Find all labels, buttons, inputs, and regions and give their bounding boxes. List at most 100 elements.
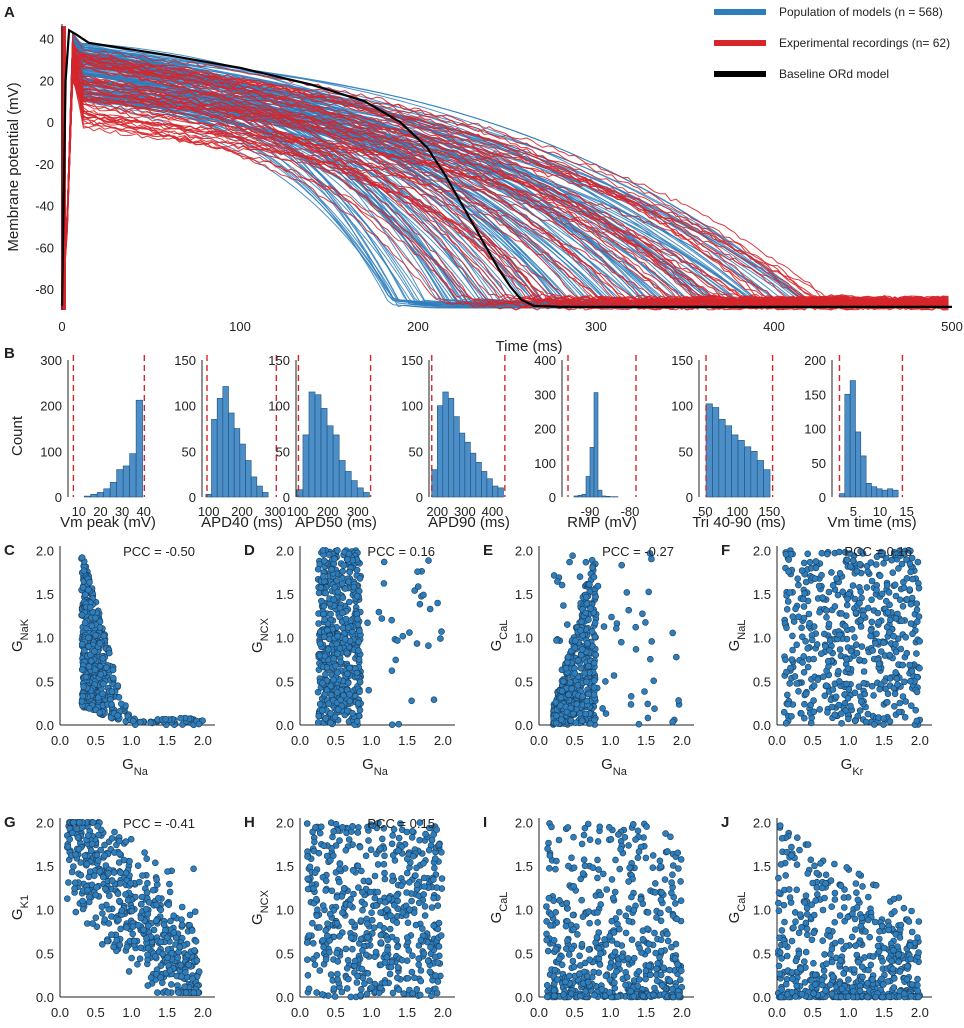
scatter-point: [327, 610, 334, 618]
scatter-point: [92, 891, 99, 899]
x-tick-label: 2.0: [194, 733, 212, 748]
scatter-point: [178, 903, 186, 911]
scatter-point: [313, 912, 321, 920]
y-tick-label: 200: [40, 399, 62, 414]
x-tick-label: 1.0: [362, 1005, 380, 1020]
scatter-point: [611, 979, 618, 987]
scatter-point: [669, 985, 676, 993]
scatter-point: [634, 982, 642, 990]
x-tick-label: 300: [264, 504, 286, 519]
scatter-point: [608, 917, 616, 925]
histogram-bar: [849, 380, 856, 498]
scatter-point: [392, 656, 400, 664]
scatter-point: [137, 914, 145, 922]
scatter-point: [857, 588, 865, 596]
histogram-bar: [486, 478, 493, 498]
scatter-point: [74, 834, 82, 841]
scatter-point: [356, 575, 364, 582]
scatter-point: [840, 904, 848, 911]
histogram-xlabel: RMP (mV): [567, 514, 637, 531]
scatter-point: [78, 640, 86, 648]
scatter-point: [98, 903, 106, 911]
scatter-point: [778, 986, 786, 993]
x-tick-label: 100: [229, 319, 251, 334]
scatter-point: [597, 950, 604, 957]
scatter-point: [193, 957, 201, 964]
scatter-point: [368, 984, 375, 991]
scatter-point: [799, 595, 807, 603]
scatter-point: [812, 564, 820, 572]
scatter-point: [775, 874, 782, 882]
scatter-point: [635, 720, 643, 728]
scatter-point: [311, 961, 319, 969]
scatter-point: [776, 949, 784, 956]
scatter-point: [337, 696, 344, 704]
pcc-annotation: PCC = 0.16: [844, 544, 912, 559]
scatter-point: [566, 558, 573, 566]
x-axis-label: GKr: [841, 756, 864, 778]
scatter-point: [417, 936, 425, 944]
x-tick-label: 50: [698, 504, 712, 519]
scatter-point: [426, 605, 434, 613]
x-tick-label: 200: [407, 319, 429, 334]
scatter-point: [349, 822, 356, 830]
scatter-point: [775, 907, 783, 915]
x-tick-label: 0.5: [804, 1005, 822, 1020]
scatter-point: [333, 893, 341, 901]
scatter-point: [867, 559, 875, 566]
scatter-point: [426, 968, 434, 976]
scatter-point: [838, 719, 845, 727]
scatter-point: [900, 584, 908, 592]
histogram-bar: [135, 399, 143, 498]
y-axis-label-sub: NaK: [19, 618, 31, 640]
histogram-bar: [233, 428, 241, 498]
scatter-point: [96, 868, 104, 875]
scatter-point: [856, 599, 863, 607]
scatter-point: [874, 942, 882, 950]
scatter-point: [312, 895, 320, 903]
histogram-bar: [103, 488, 111, 498]
scatter-point: [413, 864, 420, 872]
scatter-point: [843, 864, 851, 871]
scatter-point: [177, 714, 184, 722]
scatter-point: [353, 979, 361, 986]
scatter-point: [862, 928, 869, 935]
scatter-point: [365, 686, 373, 694]
scatter-point: [354, 615, 361, 623]
scatter-point: [565, 862, 572, 870]
scatter-panel-i: 0.00.51.01.52.00.00.51.01.52.0GKrGCaLI: [483, 814, 694, 1020]
scatter-point: [167, 917, 174, 925]
scatter-point: [905, 918, 913, 925]
scatter-point: [585, 946, 593, 953]
scatter-point: [159, 950, 167, 958]
x-axis-label-sub: Na: [613, 766, 628, 778]
scatter-point: [589, 864, 597, 872]
scatter-point: [560, 678, 567, 685]
scatter-point: [827, 877, 835, 884]
x-axis-label: GNa: [601, 756, 628, 778]
scatter-point: [783, 624, 790, 632]
x-tick-label: 2.0: [911, 733, 929, 748]
scatter-point: [416, 836, 423, 844]
scatter-point: [629, 820, 637, 828]
scatter-point: [852, 641, 860, 649]
scatter-point: [117, 880, 124, 887]
y-tick-label: 150: [804, 387, 826, 402]
scatter-point: [899, 602, 907, 610]
scatter-point: [615, 925, 623, 933]
scatter-point: [577, 626, 584, 634]
scatter-point: [368, 909, 375, 917]
scatter-point: [862, 718, 870, 726]
x-axis-label-sub: Na: [134, 766, 149, 778]
y-tick-label: 0.5: [753, 946, 771, 961]
scatter-point: [349, 866, 357, 874]
y-tick-label: 300: [40, 353, 62, 368]
scatter-point: [574, 931, 581, 938]
scatter-point: [585, 662, 592, 670]
scatter-point: [96, 639, 104, 647]
scatter-point: [826, 933, 834, 940]
y-tick-label: 50: [276, 444, 290, 459]
scatter-point: [91, 647, 98, 655]
scatter-point: [421, 912, 429, 919]
scatter-point: [141, 849, 148, 856]
